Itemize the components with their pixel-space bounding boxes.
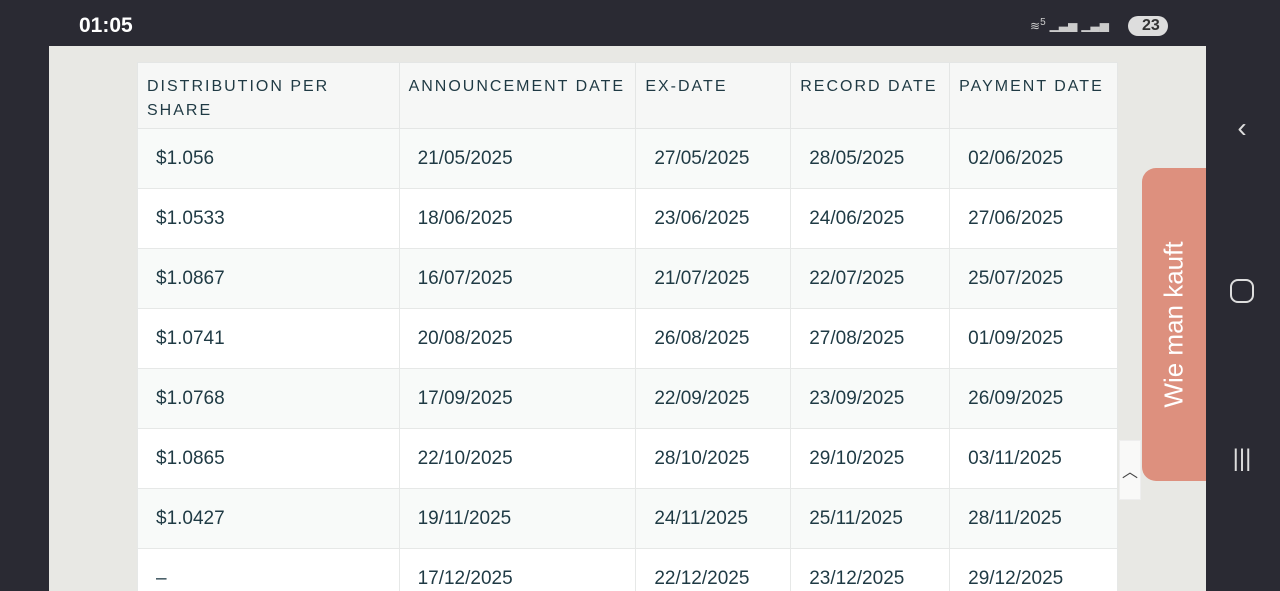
table-cell: 21/05/2025 [398, 128, 637, 189]
table-header-row: DISTRIBUTION PER SHARE ANNOUNCEMENT DATE E… [137, 62, 1118, 129]
chevron-up-icon: ︿ [1121, 464, 1138, 481]
table-cell: 19/11/2025 [398, 488, 637, 549]
table-row: $1.0533 18/06/2025 23/06/2025 24/06/2025 27/… [137, 188, 1118, 249]
table-cell: – [137, 548, 400, 591]
table-cell: 21/07/2025 [635, 248, 792, 309]
table-row: $1.0867 16/07/2025 21/07/2025 22/07/2025 25/… [137, 248, 1118, 309]
table-cell: $1.0768 [137, 368, 400, 429]
scroll-to-top-button[interactable]: ︿ [1119, 440, 1141, 500]
table-cell: 22/09/2025 [635, 368, 792, 429]
bars-icon: ||| [1232, 445, 1252, 472]
column-header: DISTRIBUTION PER SHARE [137, 62, 400, 129]
table-cell: 03/11/2025 [949, 428, 1118, 489]
recents-button[interactable]: ||| [1222, 445, 1262, 473]
circle-icon [1230, 279, 1254, 303]
column-header: ANNOUNCEMENT DATE [398, 62, 637, 129]
table-cell: 28/05/2025 [790, 128, 951, 189]
distribution-table: DISTRIBUTION PER SHARE ANNOUNCEMENT DATE E… [137, 62, 1118, 591]
table-row: $1.0741 20/08/2025 26/08/2025 27/08/2025 01/… [137, 308, 1118, 369]
table-cell: 27/05/2025 [635, 128, 792, 189]
table-cell: 23/12/2025 [790, 548, 951, 591]
table-cell: $1.0533 [137, 188, 400, 249]
wifi-label: 5 [1040, 17, 1046, 28]
table-cell: 22/10/2025 [398, 428, 637, 489]
table-row: $1.0865 22/10/2025 28/10/2025 29/10/2025 03/… [137, 428, 1118, 489]
table-cell: 27/06/2025 [949, 188, 1118, 249]
status-bar: 01:05 ≋5 ▁▃▅ ▁▃▅ 23 [0, 0, 1280, 46]
status-icons: ≋5 ▁▃▅ ▁▃▅ [1030, 17, 1109, 33]
table-cell: $1.056 [137, 128, 400, 189]
wifi-icon: ≋5 [1030, 17, 1046, 33]
table-cell: 18/06/2025 [398, 188, 637, 249]
table-cell: 23/09/2025 [790, 368, 951, 429]
home-button[interactable] [1222, 278, 1262, 310]
table-cell: 28/11/2025 [949, 488, 1118, 549]
battery-indicator: 23 [1128, 16, 1168, 36]
table-cell: 01/09/2025 [949, 308, 1118, 369]
table-cell: 24/11/2025 [635, 488, 792, 549]
table-cell: 23/06/2025 [635, 188, 792, 249]
table-cell: 25/07/2025 [949, 248, 1118, 309]
table-cell: 29/10/2025 [790, 428, 951, 489]
back-button[interactable]: ‹ [1222, 112, 1262, 144]
table-cell: 26/09/2025 [949, 368, 1118, 429]
column-header: EX-DATE [635, 62, 792, 129]
table-cell: 17/12/2025 [398, 548, 637, 591]
how-to-buy-tab[interactable]: Wie man kauft [1142, 168, 1206, 481]
table-cell: 17/09/2025 [398, 368, 637, 429]
table-cell: 25/11/2025 [790, 488, 951, 549]
table-row: –17/12/2025 22/12/2025 23/12/2025 29/12/202… [137, 548, 1118, 591]
table-row: $1.0768 17/09/2025 22/09/2025 23/09/2025 26/… [137, 368, 1118, 429]
signal-icon: ▁▃▅ [1049, 18, 1078, 32]
table-cell: $1.0865 [137, 428, 400, 489]
clock: 01:05 [79, 14, 133, 37]
table-cell: $1.0427 [137, 488, 400, 549]
column-header: RECORD DATE [790, 62, 951, 129]
table-cell: 16/07/2025 [398, 248, 637, 309]
table-row: $1.0427 19/11/2025 24/11/2025 25/11/2025 28/… [137, 488, 1118, 549]
table-cell: 27/08/2025 [790, 308, 951, 369]
table-cell: 24/06/2025 [790, 188, 951, 249]
signal-icon-2: ▁▃▅ [1081, 18, 1109, 32]
table-cell: 26/08/2025 [635, 308, 792, 369]
table-cell: 28/10/2025 [635, 428, 792, 489]
table-cell: 02/06/2025 [949, 128, 1118, 189]
chevron-left-icon: ‹ [1237, 112, 1247, 143]
table-cell: $1.0741 [137, 308, 400, 369]
table-cell: 22/07/2025 [790, 248, 951, 309]
table-cell: 29/12/2025 [949, 548, 1118, 591]
table-row: $1.056 21/05/2025 27/05/2025 28/05/2025 02/0… [137, 128, 1118, 189]
column-header: PAYMENT DATE [949, 62, 1118, 129]
table-cell: 22/12/2025 [635, 548, 792, 591]
table-cell: 20/08/2025 [398, 308, 637, 369]
how-to-buy-label: Wie man kauft [1158, 241, 1189, 408]
page-content: DISTRIBUTION PER SHARE ANNOUNCEMENT DATE E… [49, 46, 1206, 591]
table-cell: $1.0867 [137, 248, 400, 309]
